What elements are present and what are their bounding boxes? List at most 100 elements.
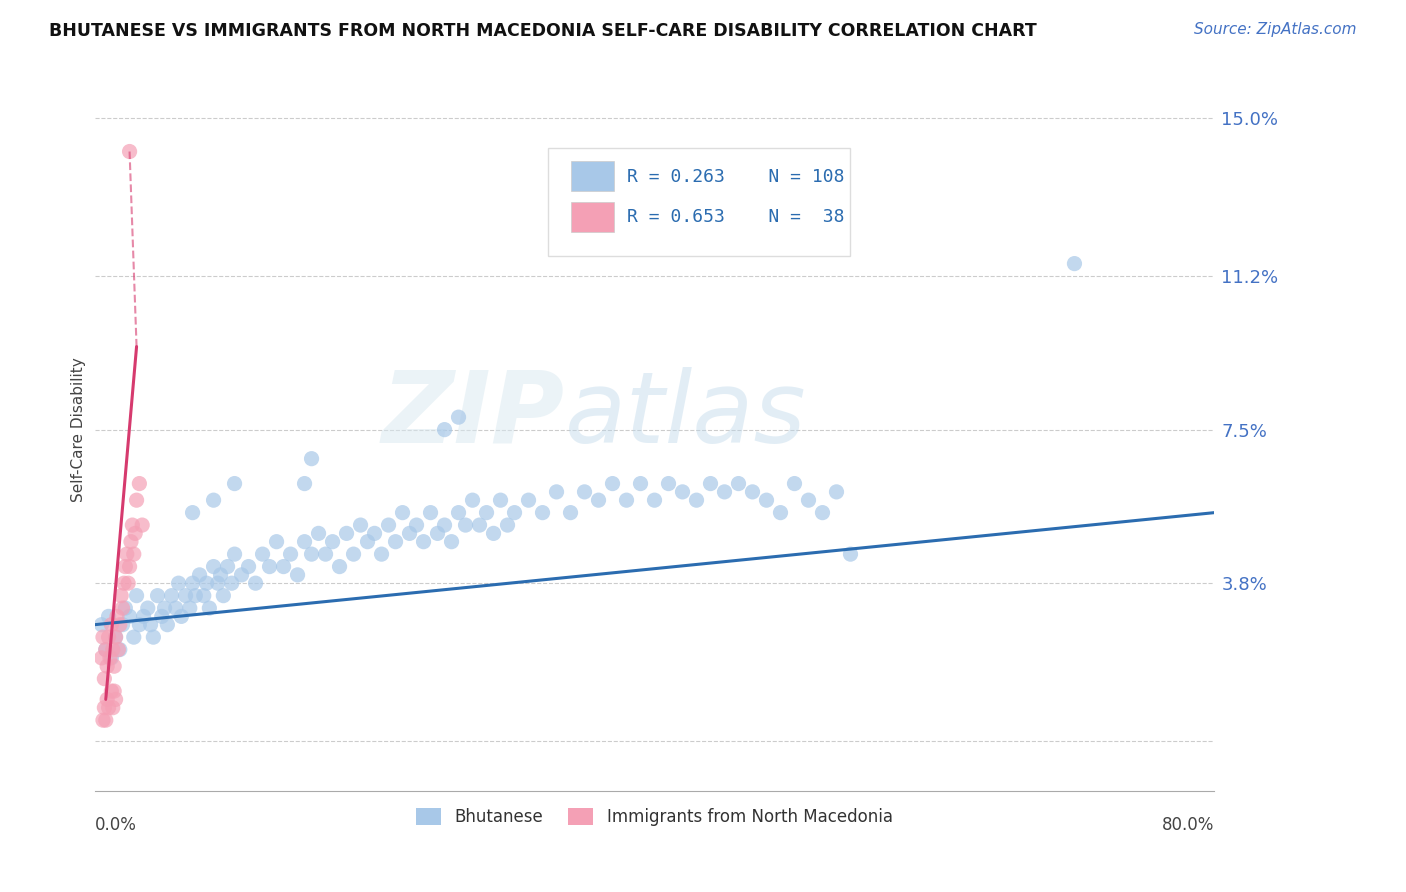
- Point: [259, 559, 281, 574]
- Point: [755, 493, 778, 508]
- Point: [412, 534, 434, 549]
- Point: [193, 589, 215, 603]
- Point: [112, 576, 135, 591]
- Point: [179, 601, 201, 615]
- Point: [294, 534, 316, 549]
- Point: [224, 476, 246, 491]
- Point: [125, 589, 148, 603]
- Point: [100, 651, 122, 665]
- Point: [96, 692, 118, 706]
- Point: [108, 642, 131, 657]
- Point: [287, 567, 309, 582]
- Point: [91, 630, 114, 644]
- Point: [301, 451, 323, 466]
- Point: [97, 700, 120, 714]
- Point: [356, 534, 378, 549]
- Text: R = 0.653    N =  38: R = 0.653 N = 38: [627, 208, 844, 226]
- Point: [377, 518, 399, 533]
- Point: [124, 526, 146, 541]
- Point: [496, 518, 519, 533]
- Point: [207, 576, 229, 591]
- Point: [181, 506, 204, 520]
- Point: [727, 476, 749, 491]
- Point: [231, 567, 253, 582]
- Point: [165, 601, 187, 615]
- Point: [560, 506, 582, 520]
- Text: R = 0.263    N = 108: R = 0.263 N = 108: [627, 168, 844, 186]
- Text: 80.0%: 80.0%: [1163, 815, 1215, 834]
- Point: [184, 589, 207, 603]
- Point: [104, 692, 127, 706]
- Point: [104, 630, 127, 644]
- Point: [699, 476, 721, 491]
- Point: [315, 547, 337, 561]
- Point: [328, 559, 350, 574]
- Point: [489, 493, 512, 508]
- Point: [121, 518, 143, 533]
- Point: [447, 410, 470, 425]
- Point: [517, 493, 540, 508]
- Point: [90, 617, 112, 632]
- Point: [114, 559, 136, 574]
- Point: [769, 506, 792, 520]
- Point: [644, 493, 666, 508]
- Point: [221, 576, 243, 591]
- Point: [117, 576, 139, 591]
- Point: [574, 484, 596, 499]
- Point: [616, 493, 638, 508]
- FancyBboxPatch shape: [548, 148, 851, 256]
- Point: [657, 476, 679, 491]
- Point: [96, 659, 118, 673]
- Point: [1063, 257, 1085, 271]
- Y-axis label: Self-Care Disability: Self-Care Disability: [72, 357, 86, 502]
- Point: [100, 684, 122, 698]
- Legend: Bhutanese, Immigrants from North Macedonia: Bhutanese, Immigrants from North Macedon…: [409, 801, 900, 833]
- Point: [217, 559, 239, 574]
- Point: [118, 559, 141, 574]
- Point: [238, 559, 260, 574]
- Point: [503, 506, 526, 520]
- Text: ZIP: ZIP: [382, 367, 565, 464]
- Point: [252, 547, 274, 561]
- Point: [202, 493, 225, 508]
- Point: [156, 617, 179, 632]
- Point: [188, 567, 211, 582]
- FancyBboxPatch shape: [571, 161, 614, 191]
- Point: [98, 651, 121, 665]
- Point: [167, 576, 190, 591]
- Point: [713, 484, 735, 499]
- Point: [212, 589, 235, 603]
- Point: [103, 684, 125, 698]
- Point: [94, 642, 117, 657]
- Text: 0.0%: 0.0%: [94, 815, 136, 834]
- Point: [398, 526, 420, 541]
- Point: [224, 547, 246, 561]
- Point: [685, 493, 707, 508]
- Point: [301, 547, 323, 561]
- Point: [101, 700, 124, 714]
- Point: [97, 630, 120, 644]
- Point: [122, 547, 145, 561]
- Point: [153, 601, 176, 615]
- Point: [273, 559, 295, 574]
- Point: [150, 609, 173, 624]
- Point: [245, 576, 267, 591]
- Point: [433, 423, 456, 437]
- Point: [391, 506, 413, 520]
- Point: [114, 601, 136, 615]
- Point: [811, 506, 834, 520]
- Point: [181, 576, 204, 591]
- Point: [426, 526, 449, 541]
- Point: [122, 630, 145, 644]
- Point: [531, 506, 554, 520]
- Point: [482, 526, 505, 541]
- Point: [128, 617, 150, 632]
- Point: [349, 518, 371, 533]
- Point: [142, 630, 165, 644]
- Point: [103, 659, 125, 673]
- Point: [195, 576, 218, 591]
- Point: [308, 526, 330, 541]
- Point: [588, 493, 610, 508]
- Point: [139, 617, 162, 632]
- Text: Source: ZipAtlas.com: Source: ZipAtlas.com: [1194, 22, 1357, 37]
